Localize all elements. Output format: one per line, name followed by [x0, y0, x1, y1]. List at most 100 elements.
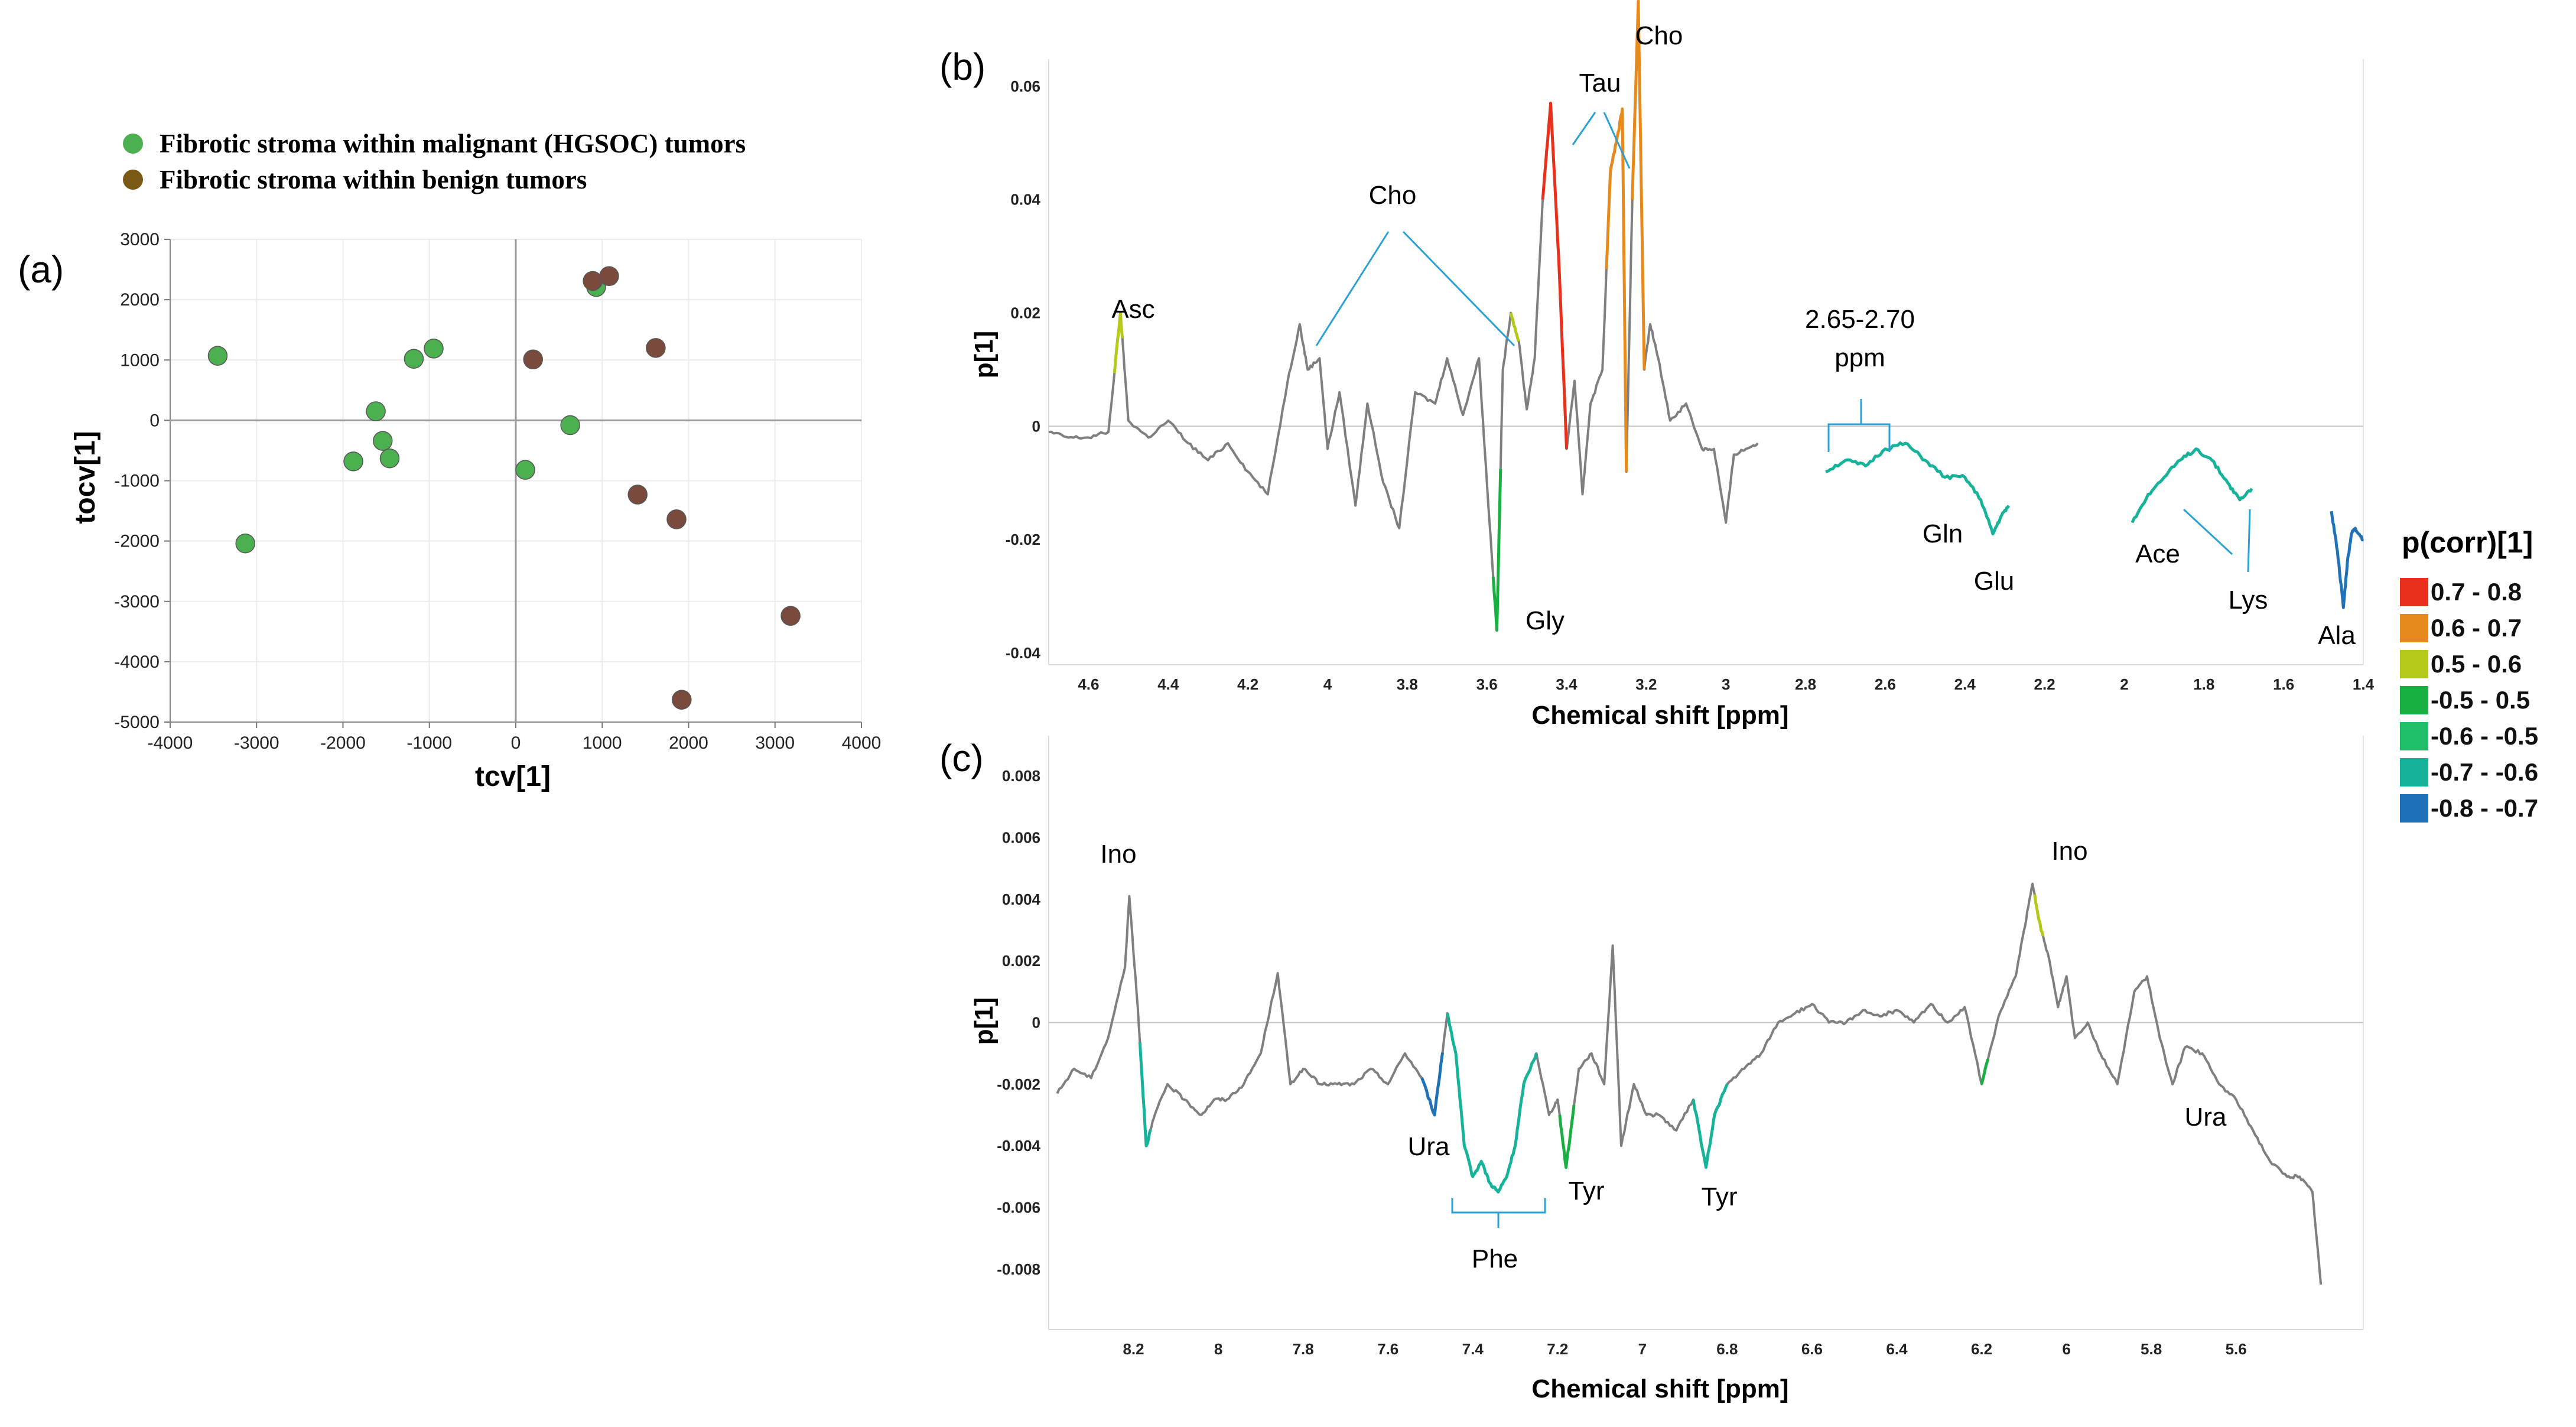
- point-s0-5: [379, 448, 400, 469]
- scatter-panel-a: Fibrotic stroma within malignant (HGSOC)…: [70, 129, 881, 792]
- legend-b-items: 0.7 - 0.8 0.6 - 0.7 0.5 - 0.6 -0.5 - 0.5 -0.…: [2400, 578, 2538, 823]
- spectrum-c: [1056, 882, 2323, 1285]
- leader-tau-right: [1603, 112, 1631, 169]
- legend-a-label-benign: Fibrotic stroma within benign tumors: [160, 165, 587, 194]
- ppm-bracket: [1827, 399, 1891, 452]
- line-panel-b: 4.6 4.4 4.2 4 3.8 3.6 3.4 3.2 3 2.8 2.6 2.4 2.2 2 1.8 1…: [970, 0, 2538, 823]
- spectrum-b: [1048, 0, 2364, 632]
- y-tick-label-c-1: 0.006: [1002, 829, 1040, 847]
- legend-b-swatch-3: [2400, 686, 2428, 714]
- annotation-cho-2: Cho: [1635, 21, 1683, 50]
- x-tick-label-a-3: -1000: [406, 733, 452, 753]
- y-tick-label-b-4: -0.02: [1006, 531, 1040, 548]
- x-tick-label-c-11: 6: [2062, 1340, 2070, 1358]
- y-tick-label-c-3: 0.002: [1002, 952, 1040, 970]
- y-tick-label-c-0: 0.008: [1002, 767, 1040, 785]
- point-s0-1: [235, 533, 255, 554]
- colored-region-b-0-2: [1605, 107, 1628, 472]
- point-s0-8: [515, 460, 535, 480]
- point-s1-7: [780, 606, 801, 626]
- x-tick-label-c-7: 6.8: [1716, 1340, 1738, 1358]
- legend-b-label-1: 0.6 - 0.7: [2431, 614, 2522, 642]
- x-tick-label-a-4: 0: [511, 733, 521, 753]
- x-tick-label-a-5: 1000: [583, 733, 622, 753]
- annotation-ino-1: Ino: [1100, 840, 1136, 869]
- x-axis-label-c: Chemical shift [ppm]: [1531, 1374, 1788, 1403]
- point-s0-9: [560, 415, 580, 435]
- annotation-tyr-2: Tyr: [1701, 1182, 1737, 1211]
- annotation-asc: Asc: [1111, 295, 1154, 324]
- annotation-phe: Phe: [1472, 1244, 1518, 1273]
- x-tick-label-b-12: 2.2: [2034, 675, 2055, 693]
- x-tick-label-a-6: 2000: [669, 733, 708, 753]
- x-tick-label-c-9: 6.4: [1886, 1340, 1908, 1358]
- legend-b-label-0: 0.7 - 0.8: [2431, 578, 2522, 606]
- annotation-leaders-b: [1315, 112, 2251, 573]
- x-tick-label-b-8: 3: [1722, 675, 1730, 693]
- x-tick-label-b-9: 2.8: [1795, 675, 1816, 693]
- y-tick-label-a-1: 2000: [120, 290, 160, 310]
- spectrum-segment-b-1: [1825, 441, 2010, 535]
- legend-b-swatch-0: [2400, 578, 2428, 606]
- x-tick-label-b-13: 2: [2120, 675, 2128, 693]
- x-tick-label-b-15: 1.6: [2273, 675, 2294, 693]
- spectrum-segment-b-2: [2131, 447, 2253, 524]
- y-tick-label-c-4: 0: [1032, 1014, 1040, 1032]
- colored-region-b-0-5: [1509, 312, 1520, 342]
- leader-cho-right: [1402, 230, 1515, 347]
- y-tick-label-c-5: -0.002: [997, 1075, 1040, 1093]
- legend-b-label-5: -0.7 - -0.6: [2431, 758, 2538, 786]
- colored-region-b-1-6: [1825, 441, 2011, 536]
- annotation-cho-1: Cho: [1369, 181, 1417, 210]
- annotation-ala: Ala: [2318, 621, 2356, 650]
- legend-b-swatch-6: [2400, 794, 2428, 823]
- legend-b-swatch-4: [2400, 722, 2428, 750]
- x-tick-label-c-0: 8.2: [1123, 1340, 1144, 1358]
- legend-b-swatch-1: [2400, 614, 2428, 642]
- y-tick-label-a-3: 0: [149, 411, 160, 430]
- line-panel-c: 8.2 8 7.8 7.6 7.4 7.2 7 6.8 6.6 6.4 6.2 6 5.8 5.6 0.00…: [970, 736, 2364, 1403]
- x-tick-label-c-10: 6.2: [1971, 1340, 1992, 1358]
- y-tick-label-b-0: 0.06: [1010, 77, 1040, 95]
- y-tick-label-c-6: -0.004: [997, 1137, 1040, 1155]
- x-tick-label-c-4: 7.4: [1462, 1340, 1484, 1358]
- point-s0-6: [404, 349, 424, 369]
- x-tick-label-a-1: -3000: [234, 733, 279, 753]
- legend-b-swatch-2: [2400, 650, 2428, 678]
- legend-a-swatch-benign: [123, 170, 143, 190]
- x-tick-label-c-8: 6.6: [1801, 1340, 1823, 1358]
- y-tick-label-a-4: -1000: [114, 472, 160, 491]
- x-tick-label-b-6: 3.4: [1556, 675, 1578, 693]
- panel-label-c: (c): [939, 737, 984, 779]
- x-tick-label-c-12: 5.8: [2141, 1340, 2162, 1358]
- leader-lys-left: [2183, 508, 2233, 555]
- x-tick-label-c-5: 7.2: [1547, 1340, 1568, 1358]
- x-tick-label-c-1: 8: [1214, 1340, 1222, 1358]
- x-tick-label-a-7: 3000: [755, 733, 795, 753]
- y-tick-label-b-5: -0.04: [1006, 644, 1041, 662]
- legend-b-label-6: -0.8 - -0.7: [2431, 794, 2538, 822]
- y-tick-label-c-2: 0.004: [1002, 890, 1041, 908]
- point-s1-1: [583, 271, 603, 291]
- colored-region-c-0-5: [2033, 894, 2045, 937]
- x-tick-label-a-8: 4000: [842, 733, 882, 753]
- colored-region-c-0-1: [1420, 1052, 1445, 1117]
- point-s1-0: [523, 349, 543, 369]
- x-tick-label-b-4: 3.8: [1397, 675, 1418, 693]
- legend-a: Fibrotic stroma within malignant (HGSOC)…: [123, 129, 746, 194]
- phe-bracket: [1451, 1198, 1546, 1228]
- panel-label-a: (a): [18, 248, 64, 291]
- x-tick-label-b-3: 4: [1323, 675, 1332, 693]
- axes-b: 4.6 4.4 4.2 4 3.8 3.6 3.4 3.2 3 2.8 2.6 2.4 2.2 2 1.8 1…: [1006, 77, 2375, 693]
- legend-b-label-2: 0.5 - 0.6: [2431, 650, 2522, 678]
- point-s1-3: [627, 485, 648, 505]
- colored-region-c-0-6: [1980, 1058, 1990, 1085]
- bracket-unit: ppm: [1835, 343, 1885, 372]
- legend-b-title: p(corr)[1]: [2402, 526, 2533, 559]
- x-tick-label-c-6: 7: [1638, 1340, 1647, 1358]
- point-s0-2: [343, 451, 363, 472]
- y-tick-label-a-5: -2000: [114, 532, 160, 551]
- y-axis-label-a: tocv[1]: [70, 431, 101, 524]
- colored-region-c-0-2: [1446, 1013, 1538, 1194]
